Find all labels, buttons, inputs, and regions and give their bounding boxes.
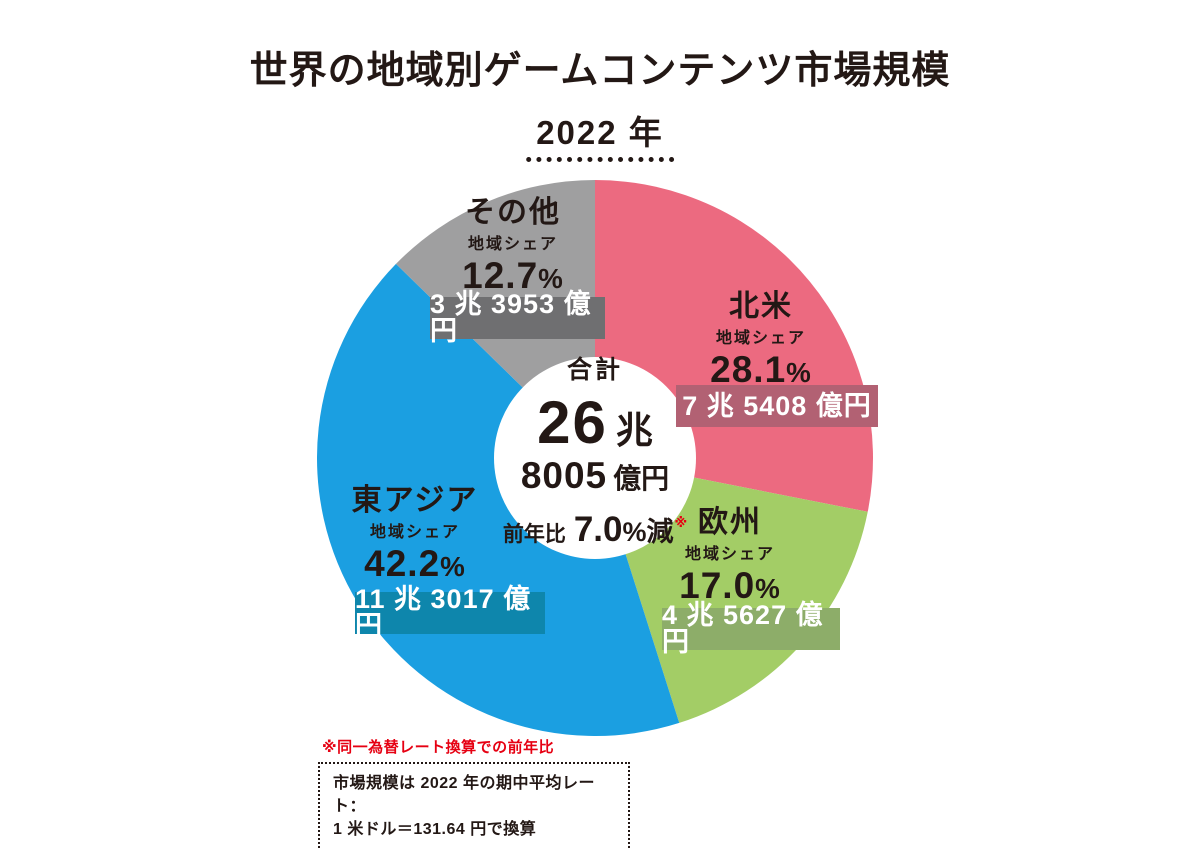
share-caption: 地域シェア bbox=[369, 524, 460, 541]
total-cho-number: 26 bbox=[537, 389, 608, 456]
share-value: 12.7% bbox=[462, 255, 564, 296]
year-heading: 2022 年 bbox=[526, 116, 674, 162]
segment-name: 東アジア bbox=[351, 484, 479, 517]
total-cho-unit: 兆 bbox=[615, 410, 653, 451]
yoy-label: 前年比 bbox=[502, 523, 566, 546]
chart-center-total: 合計 26 兆 8005 億円 前年比 7.0 %減 ※ bbox=[445, 356, 745, 548]
total-oku-number: 8005 bbox=[520, 455, 608, 496]
total-hundred-millions: 8005 億円 bbox=[521, 457, 669, 494]
value-box-east-asia: 11 兆 3017 億円 bbox=[355, 586, 545, 640]
segment-label-north-america: 北米 地域シェア 28.1% bbox=[661, 290, 861, 390]
percent-sign: % bbox=[786, 357, 812, 388]
total-label: 合計 bbox=[566, 356, 623, 384]
share-caption: 地域シェア bbox=[715, 330, 806, 347]
yoy-suffix: %減 bbox=[622, 517, 674, 547]
value-box-others: 3 兆 3953 億円 bbox=[430, 291, 605, 345]
segment-label-east-asia: 東アジア 地域シェア 42.2% bbox=[310, 484, 520, 584]
segment-label-others: その他 地域シェア 12.7% bbox=[413, 196, 613, 296]
segment-name: その他 bbox=[465, 196, 561, 229]
share-value: 17.0% bbox=[679, 565, 781, 606]
segment-name: 北米 bbox=[729, 290, 793, 323]
share-value: 28.1% bbox=[710, 349, 812, 390]
total-trillions: 26 兆 bbox=[537, 393, 653, 453]
segment-label-europe: 欧州 地域シェア 17.0% bbox=[630, 506, 830, 606]
segment-name: 欧州 bbox=[698, 506, 762, 539]
note-line-2: 1 米ドル＝131.64 円で換算 bbox=[333, 821, 537, 839]
conversion-note-box: 市場規模は 2022 年の期中平均レート： 1 米ドル＝131.64 円で換算 bbox=[318, 762, 630, 848]
percent-sign: % bbox=[440, 551, 466, 582]
page-title: 世界の地域別ゲームコンテンツ市場規模 bbox=[249, 50, 951, 92]
value-box-europe: 4 兆 5627 億円 bbox=[662, 602, 840, 656]
percent-sign: % bbox=[755, 573, 781, 604]
share-caption: 地域シェア bbox=[684, 546, 775, 563]
share-value: 42.2% bbox=[364, 543, 466, 584]
yoy-note-mark: ※ bbox=[674, 515, 688, 530]
percent-sign: % bbox=[538, 263, 564, 294]
exchange-rate-footnote: ※同一為替レート換算での前年比 bbox=[322, 739, 555, 756]
value-box-north-america: 7 兆 5408 億円 bbox=[676, 385, 878, 427]
note-line-1: 市場規模は 2022 年の期中平均レート： bbox=[333, 775, 595, 816]
share-caption: 地域シェア bbox=[467, 236, 558, 253]
donut-hole bbox=[494, 357, 696, 559]
yoy-number: 7.0 bbox=[573, 510, 623, 549]
total-oku-unit: 億円 bbox=[613, 463, 670, 494]
yoy-line: 前年比 7.0 %減 ※ bbox=[503, 512, 687, 547]
year-label: 2022 年 bbox=[526, 116, 674, 162]
